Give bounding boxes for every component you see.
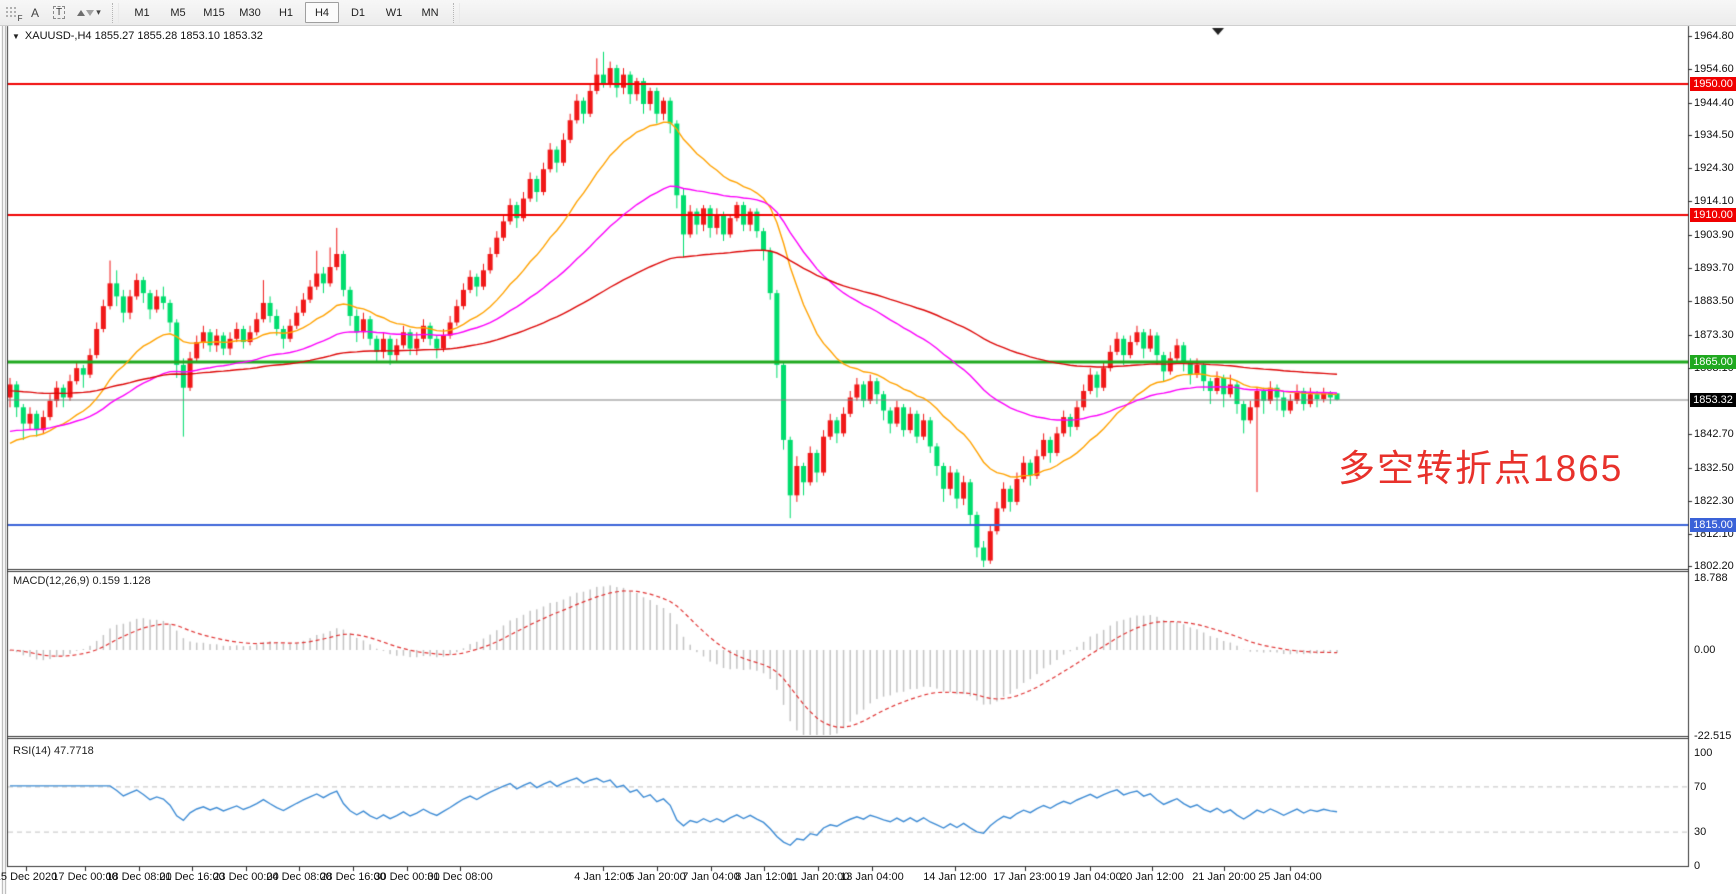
macd-indicator-label: MACD(12,26,9) 0.159 1.128 xyxy=(13,575,151,587)
text-label-icon[interactable]: A xyxy=(30,5,39,20)
timeframe-button-m30[interactable]: M30 xyxy=(239,6,261,19)
price-axis-tick: 1873.30 xyxy=(1694,328,1734,341)
price-axis-tick: 1934.50 xyxy=(1694,128,1734,141)
time-axis-label: 19 Jan 04:00 xyxy=(1058,871,1122,883)
macd-axis-tick: -22.515 xyxy=(1694,730,1732,742)
price-axis-tick: 1883.50 xyxy=(1694,295,1734,308)
shapes-icon[interactable]: ▾ xyxy=(72,3,106,23)
price-axis-tick: 1924.30 xyxy=(1694,162,1734,175)
timeframe-button-h1[interactable]: H1 xyxy=(278,6,294,19)
time-axis-label: 7 Jan 04:00 xyxy=(682,871,740,883)
toolbar-separator xyxy=(112,2,119,23)
timeframe-button-m15[interactable]: M15 xyxy=(203,6,225,19)
price-axis-tick: 1802.20 xyxy=(1694,560,1734,573)
price-axis-tick: 1903.90 xyxy=(1694,228,1734,241)
rsi-axis-tick: 0 xyxy=(1694,860,1701,872)
price-axis-badge: 1910.00 xyxy=(1690,207,1736,222)
toolbar: F A T ▾ M1 M5 M15 M30 H1 H4 D1 W1 MN xyxy=(0,0,1736,26)
rsi-axis-tick: 70 xyxy=(1694,780,1707,793)
time-axis-label: 13 Jan 04:00 xyxy=(840,871,904,883)
price-axis-badge: 1950.00 xyxy=(1690,77,1736,92)
time-axis-label: 20 Jan 12:00 xyxy=(1120,871,1184,883)
time-axis-label: 18 Dec 08:00 xyxy=(106,871,172,883)
price-axis-tick: 1822.30 xyxy=(1694,494,1734,507)
timeframe-button-mn[interactable]: MN xyxy=(421,6,439,19)
time-axis-label: 15 Dec 2020 xyxy=(0,871,58,883)
time-axis-label: 11 Jan 20:00 xyxy=(786,871,850,883)
time-axis-label: 21 Dec 16:00 xyxy=(159,871,225,883)
chevron-down-icon[interactable]: ▾ xyxy=(96,7,101,17)
timeframe-button-m1[interactable]: M1 xyxy=(134,6,150,19)
price-axis-tick: 1832.50 xyxy=(1694,461,1734,474)
time-axis-label: 4 Jan 12:00 xyxy=(574,871,632,883)
time-axis-label: 25 Jan 04:00 xyxy=(1258,871,1322,883)
rsi-indicator-label: RSI(14) 47.7718 xyxy=(13,745,94,757)
macd-axis-tick: 18.788 xyxy=(1694,572,1728,585)
time-axis-label: 21 Jan 20:00 xyxy=(1192,871,1256,883)
time-axis-label: 31 Dec 08:00 xyxy=(427,871,493,883)
price-axis-tick: 1893.70 xyxy=(1694,262,1734,275)
price-axis-tick: 1954.60 xyxy=(1694,63,1734,76)
price-axis-badge: 1853.32 xyxy=(1690,392,1736,407)
price-axis-tick: 1964.80 xyxy=(1694,30,1734,43)
price-axis-badge: 1815.00 xyxy=(1690,517,1736,532)
time-axis-label: 30 Dec 00:00 xyxy=(374,871,440,883)
rsi-axis-tick: 100 xyxy=(1694,747,1713,759)
time-axis-label: 28 Dec 16:00 xyxy=(320,871,386,883)
toolbar-separator xyxy=(453,2,460,23)
time-axis-label: 14 Jan 12:00 xyxy=(923,871,987,883)
rsi-axis-tick: 30 xyxy=(1694,826,1707,839)
timeframe-buttons: M1 M5 M15 M30 H1 H4 D1 W1 MN xyxy=(125,2,447,23)
collapse-triangle-icon[interactable]: ▼ xyxy=(12,31,20,41)
text-box-icon[interactable]: T xyxy=(48,3,70,23)
time-axis-label: 8 Jan 12:00 xyxy=(735,871,793,883)
timeframe-button-m5[interactable]: M5 xyxy=(170,6,186,19)
timeframe-button-w1[interactable]: W1 xyxy=(385,6,403,19)
time-axis-label: 24 Dec 08:00 xyxy=(266,871,332,883)
time-axis-label: 17 Dec 00:00 xyxy=(52,871,118,883)
crosshair-grid-icon[interactable]: F xyxy=(0,3,23,23)
symbol-ohlc-text: XAUUSD-,H4 1855.27 1855.28 1853.10 1853.… xyxy=(24,30,263,42)
time-axis-label: 17 Jan 23:00 xyxy=(993,871,1057,883)
macd-axis-tick: 0.00 xyxy=(1694,644,1716,656)
timeframe-button-d1[interactable]: D1 xyxy=(350,6,366,19)
chart-annotation-text: 多空转折点1865 xyxy=(1338,448,1624,489)
price-axis-tick: 1944.40 xyxy=(1694,96,1734,109)
price-axis-tick: 1842.70 xyxy=(1694,428,1734,441)
time-axis-label: 5 Jan 20:00 xyxy=(628,871,686,883)
time-axis-label: 23 Dec 00:00 xyxy=(213,871,279,883)
price-axis-tick: 1914.10 xyxy=(1694,195,1734,208)
price-axis-badge: 1865.00 xyxy=(1690,354,1736,369)
timeframe-button-h4[interactable]: H4 xyxy=(305,2,339,23)
symbol-info-line[interactable]: ▼ XAUUSD-,H4 1855.27 1855.28 1853.10 185… xyxy=(12,30,263,42)
